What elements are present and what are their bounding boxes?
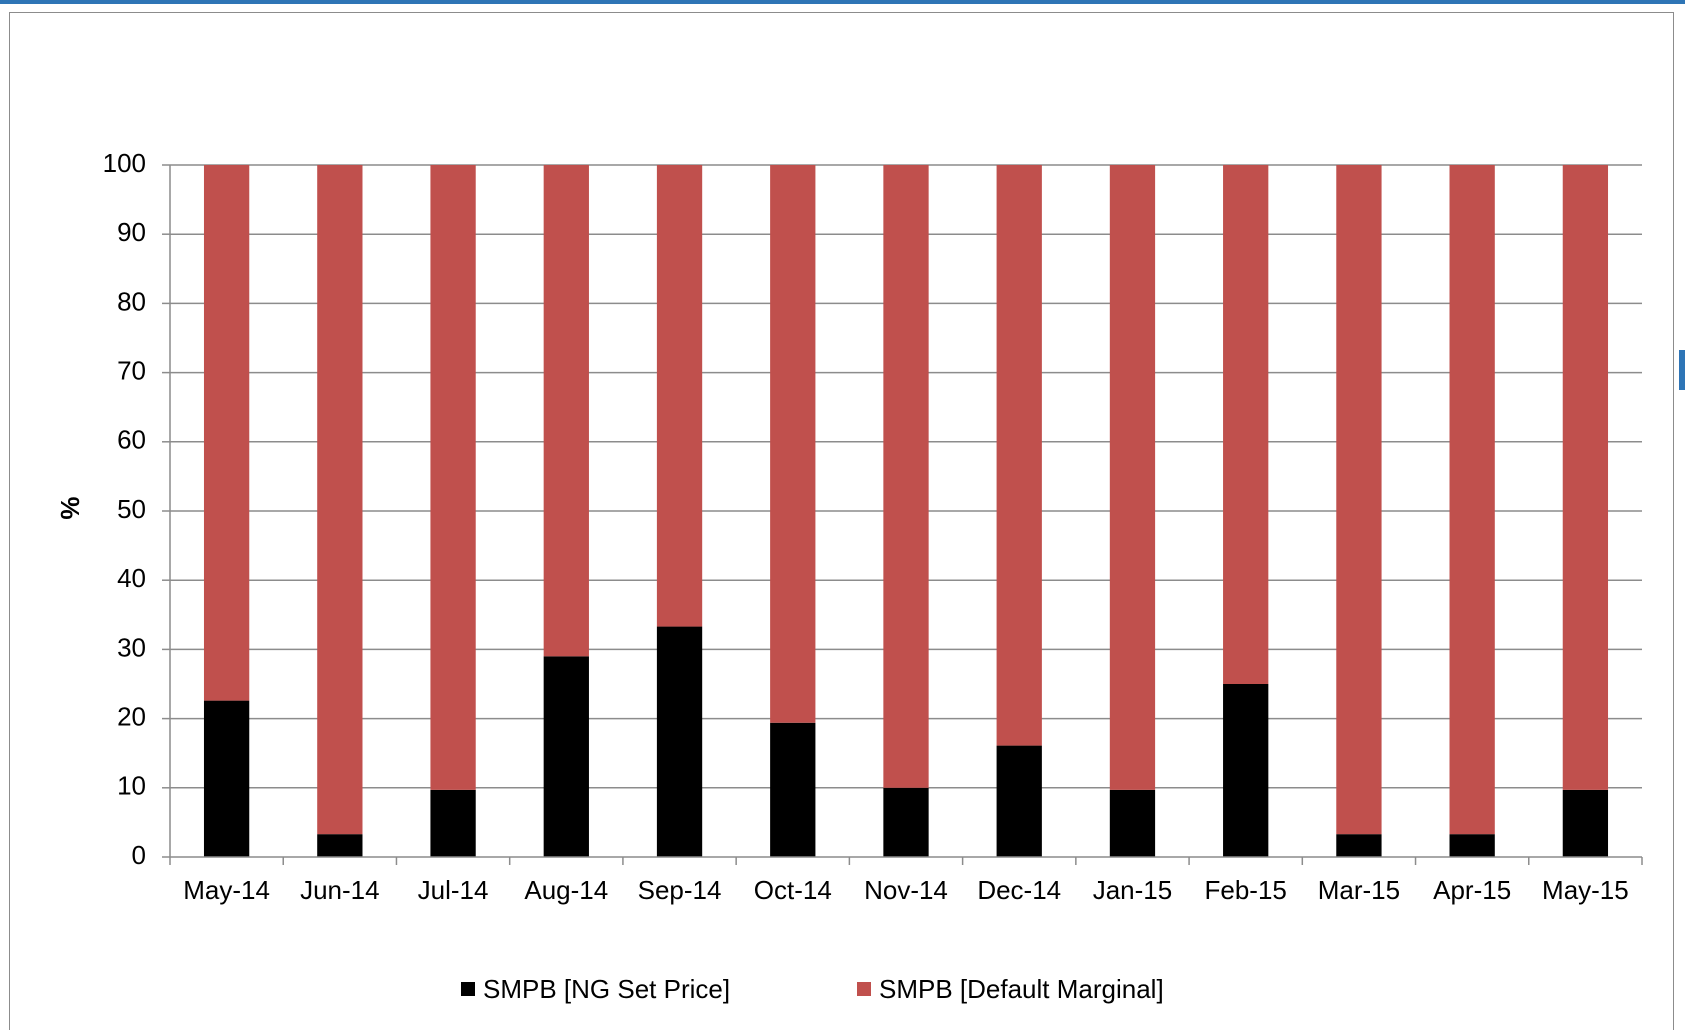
legend-swatch-default-marginal [857,982,871,996]
bar-default-marginal-Feb-15 [1223,165,1269,684]
x-tick-labels: May-14 Jun-14 Jul-14 Aug-14 Sep-14 Oct-14 Nov-… [183,875,1628,905]
y-tick-label-90: 90 [117,217,146,247]
x-tick-label-May-14: May-14 [183,875,270,905]
legend-label-ng-set-price: SMPB [NG Set Price] [483,974,730,1004]
axes [162,164,1643,865]
side-accent-bar [1679,350,1685,390]
x-tick-label-Jun-14: Jun-14 [300,875,380,905]
bar-ng-set-price-Jun-14 [317,834,363,857]
x-tick-label-Dec-14: Dec-14 [977,875,1061,905]
x-tick-label-Oct-14: Oct-14 [754,875,832,905]
bar-ng-set-price-Jul-14 [430,789,476,857]
y-tick-label-70: 70 [117,355,146,385]
y-tick-label-40: 40 [117,563,146,593]
bar-default-marginal-May-15 [1562,165,1609,790]
bar-ng-set-price-Sep-14 [656,626,703,857]
bar-ng-set-price-Dec-14 [996,745,1042,857]
x-tick-label-Mar-15: Mar-15 [1318,875,1400,905]
y-axis-title: % [55,496,85,519]
y-tick-label-30: 30 [117,632,146,662]
bar-default-marginal-Aug-14 [543,165,589,657]
bars [203,165,1609,857]
x-tick-label-Aug-14: Aug-14 [524,875,608,905]
bar-default-marginal-Oct-14 [770,165,816,723]
legend-label-default-marginal: SMPB [Default Marginal] [879,974,1164,1004]
bar-ng-set-price-May-14 [203,700,250,857]
bar-default-marginal-Apr-15 [1449,165,1495,835]
x-tick-label-Apr-15: Apr-15 [1433,875,1511,905]
bar-default-marginal-Dec-14 [996,165,1042,746]
x-tick-label-Jul-14: Jul-14 [418,875,489,905]
bar-ng-set-price-May-15 [1562,789,1609,857]
x-tick-label-Feb-15: Feb-15 [1204,875,1286,905]
x-tick-label-Jan-15: Jan-15 [1093,875,1173,905]
bar-default-marginal-Jul-14 [430,165,476,790]
bar-ng-set-price-Apr-15 [1449,834,1495,857]
x-tick-label-Nov-14: Nov-14 [864,875,948,905]
y-tick-label-20: 20 [117,701,146,731]
bar-ng-set-price-Oct-14 [770,722,816,857]
y-tick-labels: 0 10 20 30 40 50 60 70 80 90 100 [103,148,146,870]
bar-ng-set-price-Nov-14 [883,787,929,857]
bar-default-marginal-Sep-14 [656,165,703,627]
y-tick-label-60: 60 [117,425,146,455]
y-tick-label-100: 100 [103,148,146,178]
x-tick-label-May-15: May-15 [1542,875,1629,905]
bar-default-marginal-Mar-15 [1336,165,1382,835]
bar-default-marginal-Jun-14 [317,165,363,835]
x-tick-label-Sep-14: Sep-14 [638,875,722,905]
bar-ng-set-price-Jan-15 [1109,789,1156,857]
y-tick-label-50: 50 [117,494,146,524]
y-tick-label-0: 0 [132,840,146,870]
bar-default-marginal-Jan-15 [1109,165,1156,790]
bar-ng-set-price-Aug-14 [543,656,589,857]
bar-default-marginal-May-14 [203,165,250,701]
bar-ng-set-price-Feb-15 [1223,684,1269,857]
bar-ng-set-price-Mar-15 [1336,834,1382,857]
bar-default-marginal-Nov-14 [883,165,929,788]
y-tick-label-80: 80 [117,286,146,316]
top-accent-rule [0,0,1685,4]
y-tick-label-10: 10 [117,771,146,801]
legend: SMPB [NG Set Price] SMPB [Default Margin… [461,974,1164,1004]
legend-swatch-ng-set-price [461,982,475,996]
chart-frame [9,12,1674,1030]
